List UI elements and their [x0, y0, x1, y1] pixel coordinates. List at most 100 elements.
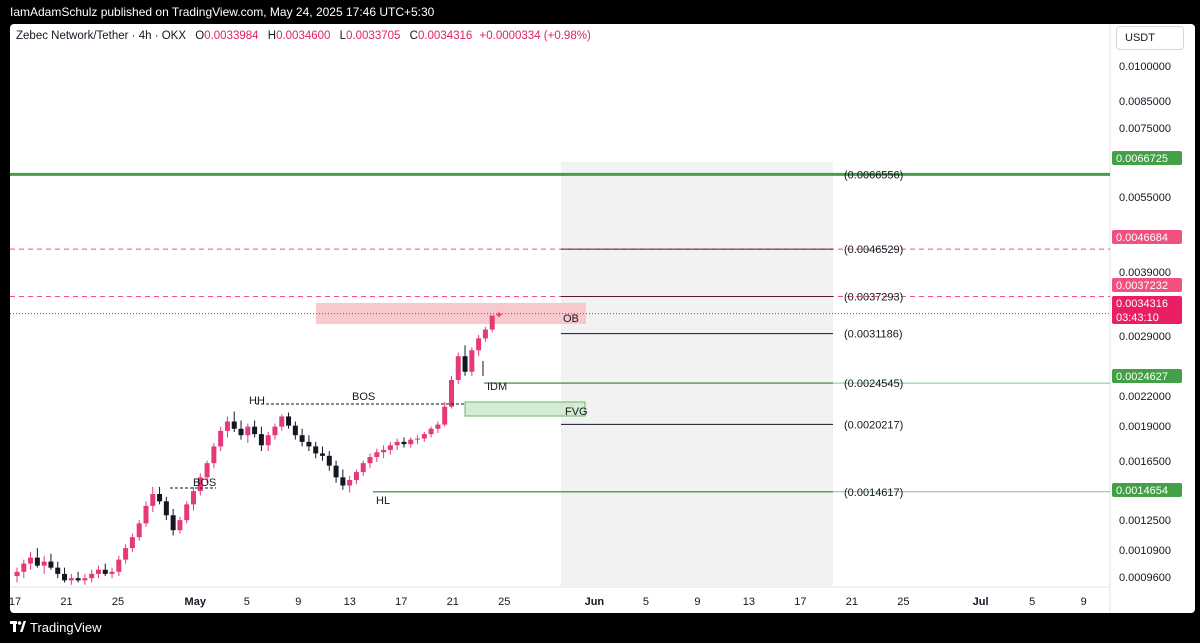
x-tick-label: 25	[112, 596, 124, 608]
y-tick-label: 0.0010900	[1119, 545, 1171, 557]
level-label: (0.0066556)	[844, 169, 903, 181]
candle-body	[68, 578, 74, 581]
x-tick-label: 13	[344, 596, 356, 608]
candle-body	[75, 578, 81, 581]
level-label: (0.0046529)	[844, 244, 903, 256]
candle-body	[415, 438, 421, 440]
change-value: +0.0000334 (+0.98%)	[479, 30, 591, 42]
candle-body	[150, 494, 156, 506]
candle-body	[123, 548, 129, 560]
candle-body	[218, 430, 224, 447]
footer-bar: TradingView	[0, 613, 1200, 643]
candle-body	[476, 338, 482, 351]
x-tick-label: 17	[10, 596, 21, 608]
candle-body	[177, 520, 183, 531]
level-label: (0.0031186)	[844, 329, 903, 341]
y-tick-label: 0.0075000	[1119, 123, 1171, 135]
level-label: (0.0014617)	[844, 487, 903, 499]
candle-body	[136, 523, 142, 538]
x-tick-label: 17	[794, 596, 806, 608]
candle-body	[299, 435, 305, 442]
price-badge-value: 0.0037232	[1116, 280, 1168, 292]
high-value: 0.0034600	[276, 30, 331, 42]
x-tick-label: 17	[395, 596, 407, 608]
candle-body	[421, 434, 427, 439]
close-label: C	[409, 30, 418, 42]
candle-body	[333, 465, 339, 478]
price-chart[interactable]: (0.0066556) (0.0046529) (0.0037293) (0.0031…	[10, 24, 1195, 613]
candle-body	[265, 435, 271, 446]
x-tick-label: 9	[295, 596, 301, 608]
y-tick-label: 0.0100000	[1119, 61, 1171, 73]
x-tick-label: 25	[498, 596, 510, 608]
candle-body	[367, 457, 373, 464]
footer-brand: TradingView	[30, 620, 102, 635]
x-tick-label: 25	[897, 596, 909, 608]
candle-body	[34, 557, 40, 566]
candle-body	[347, 480, 353, 486]
x-tick-label: 5	[643, 596, 649, 608]
price-badge-value: 0.0024627	[1116, 371, 1168, 383]
candle-body	[14, 571, 20, 577]
price-badge	[1112, 369, 1182, 383]
candle-body	[448, 379, 454, 407]
x-tick-label: Jun	[585, 596, 605, 608]
price-badge	[1112, 278, 1182, 292]
open-value: 0.0033984	[204, 30, 259, 42]
candle-body	[21, 563, 27, 572]
candle-body	[89, 573, 95, 579]
ohlc-legend: Zebec Network/Tether · 4h · OKX O0.00339…	[16, 30, 591, 42]
y-tick-label: 0.0029000	[1119, 331, 1171, 343]
publish-info: IamAdamSchulz published on TradingView.c…	[10, 5, 435, 19]
candle-body	[48, 561, 54, 568]
candle-body	[326, 455, 332, 466]
candle-body	[231, 421, 237, 429]
y-tick-label: 0.0039000	[1119, 267, 1171, 279]
candle-body	[82, 578, 88, 581]
candle-body	[191, 491, 197, 505]
idm-label: IDM	[487, 381, 507, 393]
candle-body	[313, 446, 319, 454]
publish-bar: IamAdamSchulz published on TradingView.c…	[0, 0, 1200, 24]
price-badge	[1112, 230, 1182, 244]
candle-body	[374, 452, 380, 458]
candle-body	[170, 515, 176, 531]
high-label: H	[267, 30, 277, 42]
close-value: 0.0034316	[417, 30, 473, 42]
candle-body	[197, 477, 203, 492]
candle-body	[163, 501, 169, 516]
y-tick-label: 0.0022000	[1119, 391, 1171, 403]
candle-body	[428, 428, 434, 435]
price-badge-value: 0.0014654	[1116, 485, 1168, 497]
candle-body	[55, 567, 61, 574]
currency-unit-button[interactable]: USDT	[1116, 26, 1184, 50]
x-tick-label: 5	[1029, 596, 1035, 608]
price-badge-value: 0.0034316	[1116, 298, 1168, 310]
candle-body	[387, 445, 393, 450]
candle-body	[306, 441, 312, 447]
candle-body	[224, 421, 230, 431]
y-tick-label: 0.0012500	[1119, 515, 1171, 527]
chart-panel[interactable]: (0.0066556) (0.0046529) (0.0037293) (0.0031…	[10, 24, 1195, 613]
candle-body	[184, 504, 190, 521]
candle-body	[394, 441, 400, 446]
candle-body	[319, 453, 325, 456]
level-label: (0.0020217)	[844, 419, 903, 431]
candle-body	[129, 537, 135, 549]
candle-body	[435, 424, 441, 429]
price-badge-countdown: 03:43:10	[1116, 312, 1159, 324]
candle-body	[455, 356, 461, 380]
candle-body	[286, 416, 292, 426]
level-label: (0.0037293)	[844, 292, 903, 304]
hl-label: HL	[376, 495, 390, 507]
candle-body	[442, 406, 448, 425]
price-badge	[1112, 151, 1182, 165]
x-tick-label: 13	[743, 596, 755, 608]
fvg-zone	[464, 401, 586, 417]
y-tick-label: 0.0085000	[1119, 96, 1171, 108]
x-tick-label: May	[185, 596, 207, 608]
level-label: (0.0024545)	[844, 378, 903, 390]
price-badge	[1112, 296, 1182, 324]
fvg-label: FVG	[565, 406, 588, 418]
candle-body	[252, 426, 258, 435]
